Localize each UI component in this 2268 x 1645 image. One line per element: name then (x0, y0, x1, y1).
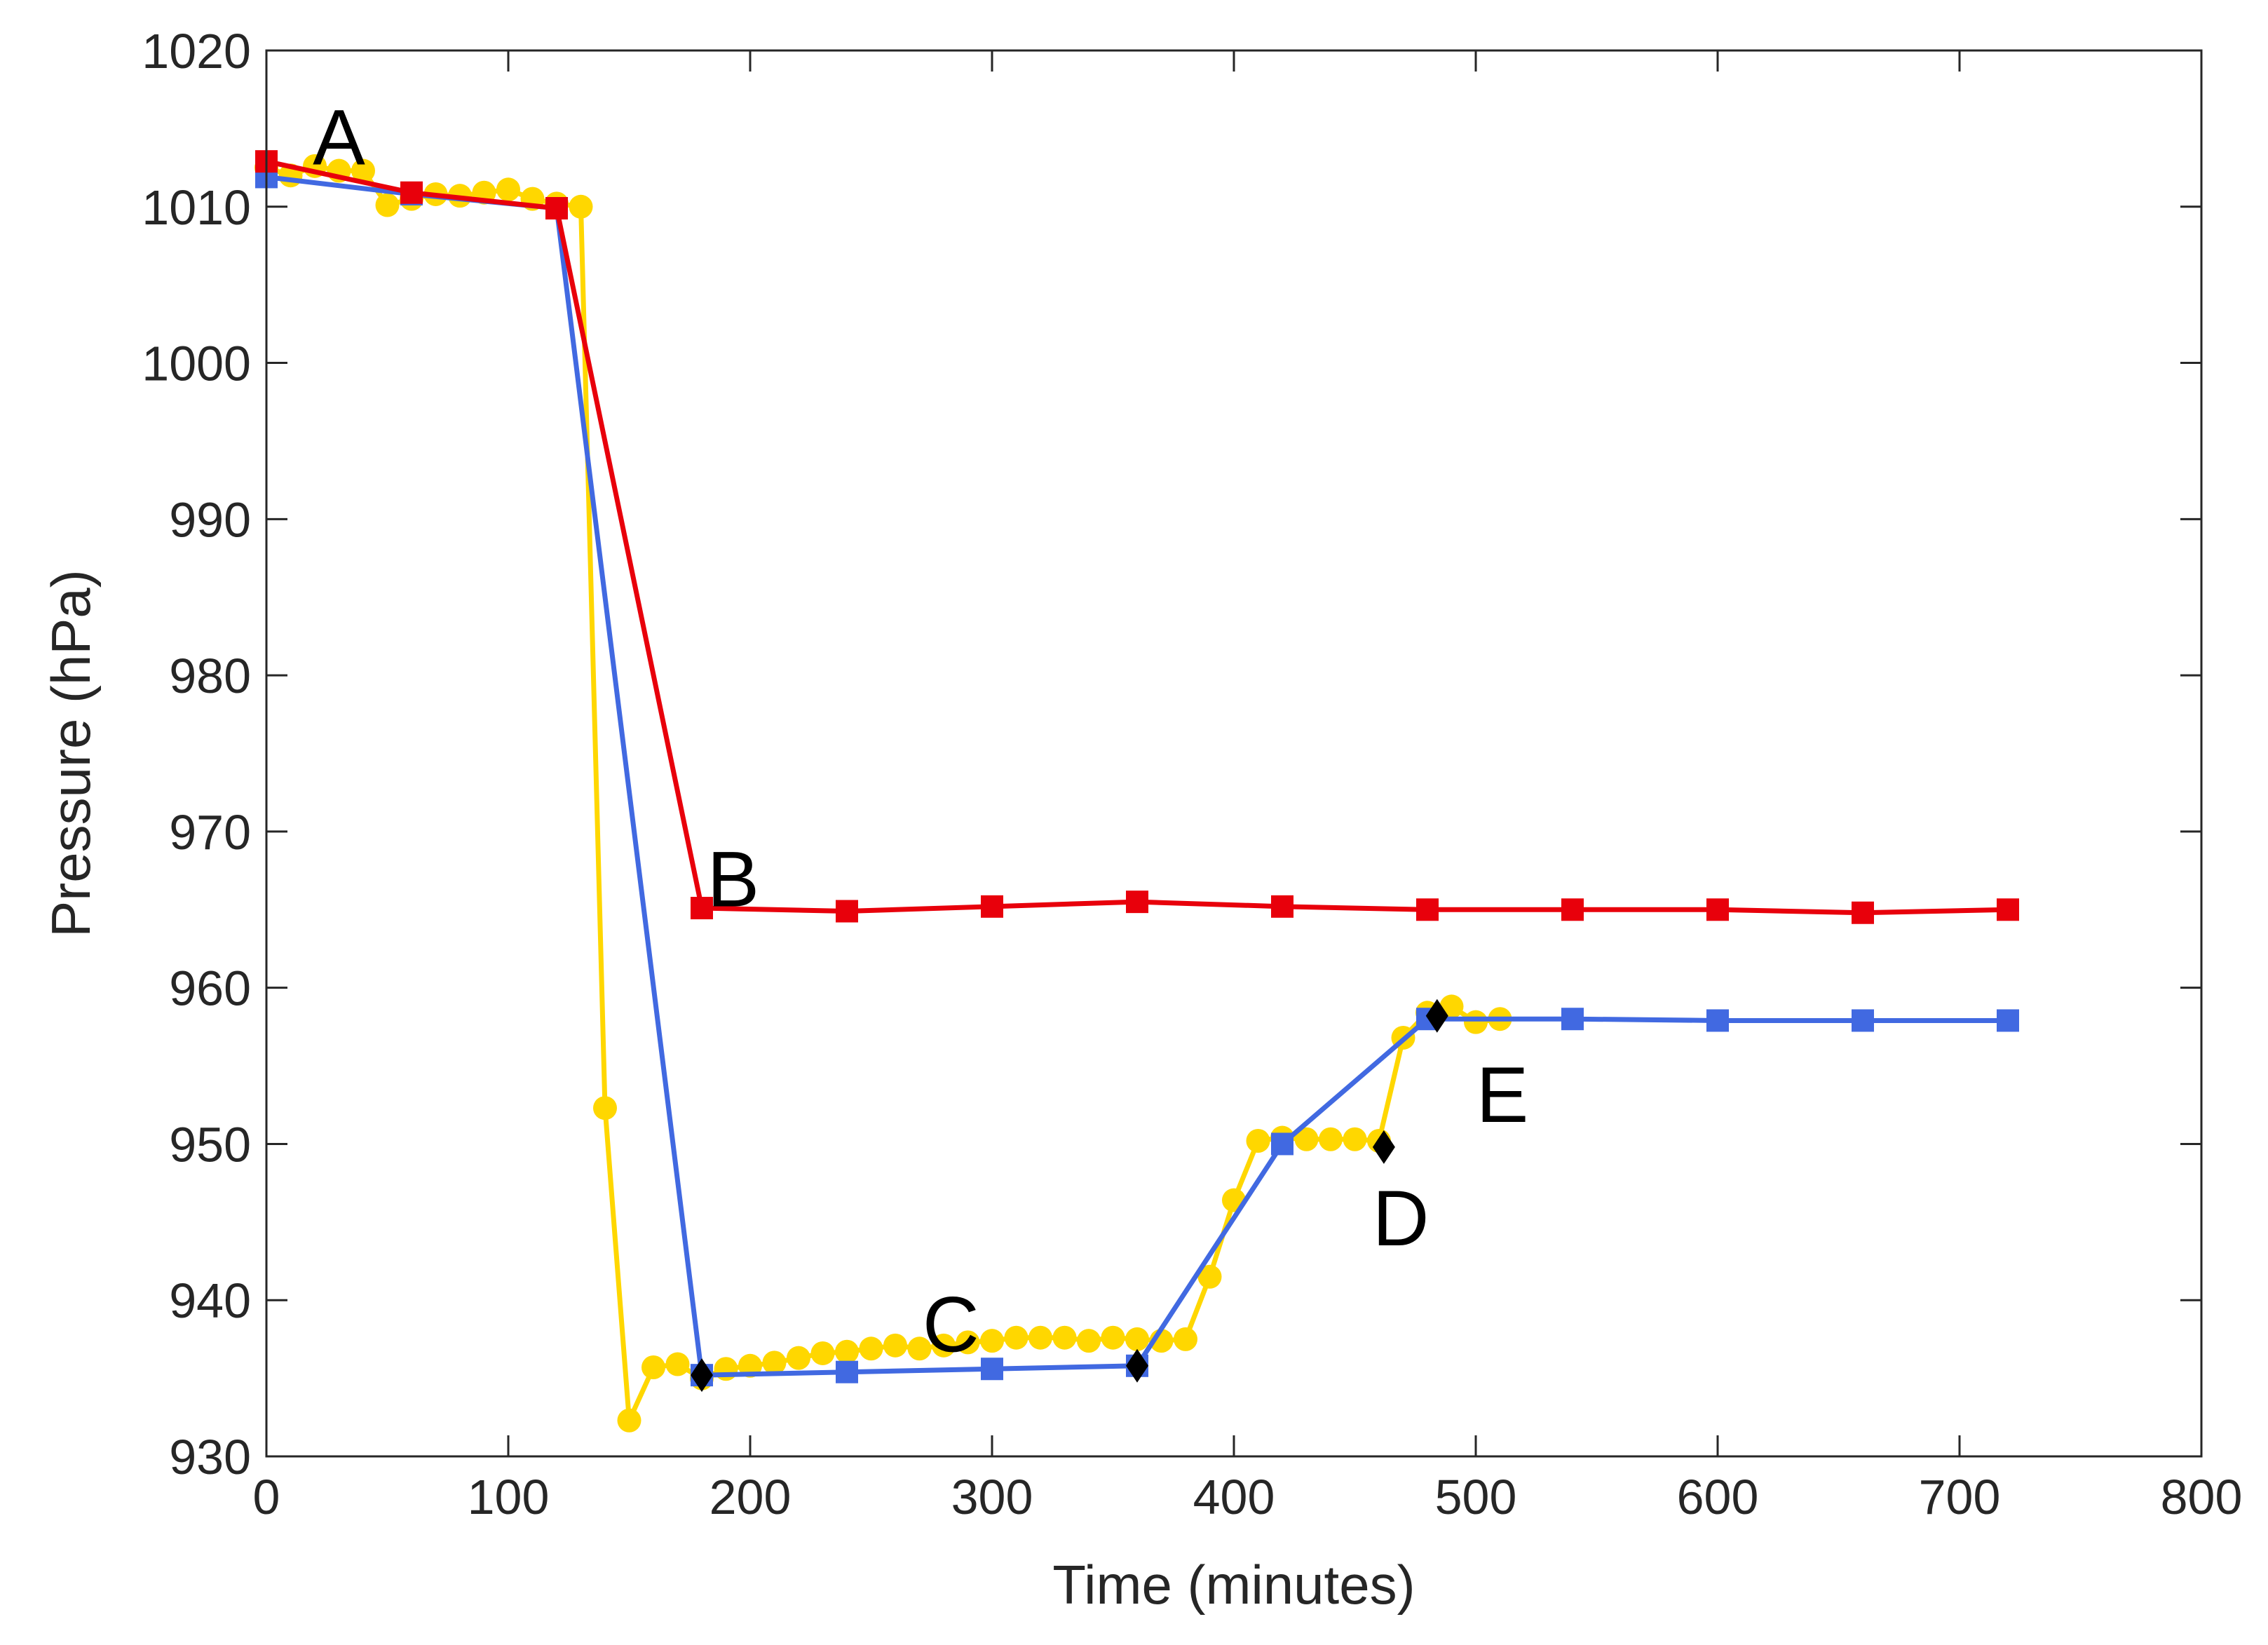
x-tick-label: 0 (253, 1470, 280, 1524)
data-point-yellow-observed (956, 1330, 980, 1355)
annotation-label: B (707, 836, 759, 923)
data-point-yellow-observed (787, 1346, 810, 1370)
data-point-blue-model (1997, 1009, 2019, 1032)
data-point-red-model (1271, 895, 1293, 918)
data-point-yellow-observed (665, 1352, 690, 1376)
data-point-red-model (545, 197, 568, 220)
y-tick-label: 940 (169, 1273, 251, 1328)
plot-frame (265, 49, 2203, 1458)
data-point-yellow-observed (980, 1329, 1004, 1353)
diamond-markers (691, 998, 1448, 1393)
x-tick-label: 700 (1919, 1470, 2001, 1524)
data-point-blue-model (981, 1358, 1003, 1381)
diamond-marker (691, 1358, 713, 1393)
diamond-marker (1126, 1348, 1148, 1383)
series-line-red-model (266, 158, 2009, 916)
y-tick-label: 980 (169, 649, 251, 703)
data-point-yellow-observed (1464, 1010, 1488, 1034)
data-point-red-model (1706, 898, 1729, 921)
x-tick-label: 600 (1677, 1470, 1759, 1524)
annotation-label: C (923, 1281, 979, 1369)
y-tick-label: 1020 (142, 24, 251, 79)
data-point-yellow-observed (1343, 1127, 1367, 1151)
data-point-yellow-observed (593, 1096, 617, 1121)
x-tick-label: 200 (709, 1470, 792, 1524)
data-point-red-model (981, 895, 1003, 918)
data-point-blue-model (1706, 1009, 1729, 1032)
data-point-yellow-observed (859, 1336, 883, 1361)
x-tick-label: 100 (468, 1470, 550, 1524)
data-point-yellow-observed (1319, 1127, 1343, 1151)
series-blue-model (255, 165, 2019, 1387)
data-point-yellow-observed (351, 158, 375, 183)
y-tick-label: 950 (169, 1117, 251, 1172)
y-axis-title: Pressure (hPa) (40, 569, 102, 937)
data-point-yellow-observed (1197, 1264, 1222, 1289)
data-point-blue-model (1852, 1009, 1874, 1032)
data-point-yellow-observed (932, 1333, 956, 1358)
data-point-yellow-observed (496, 177, 520, 202)
data-point-yellow-observed (762, 1350, 787, 1375)
x-axis-title: Time (minutes) (1052, 1554, 1415, 1616)
x-tick-label: 300 (951, 1470, 1033, 1524)
y-tick-label: 930 (169, 1430, 251, 1484)
x-tick-label: 500 (1435, 1470, 1517, 1524)
data-point-yellow-observed (1294, 1127, 1319, 1151)
data-point-yellow-observed (1028, 1325, 1052, 1350)
annotation-label: E (1476, 1051, 1529, 1139)
series-layer (254, 150, 2019, 1433)
x-tick-label: 400 (1193, 1470, 1275, 1524)
annotation-label: A (313, 94, 365, 182)
data-point-yellow-observed (1004, 1325, 1028, 1350)
data-point-red-model (1852, 901, 1874, 924)
data-point-red-model (1561, 898, 1584, 921)
annotation-layer: A B C DE (313, 94, 1528, 1369)
y-tick-label: 960 (169, 961, 251, 1016)
y-tick-label: 1010 (142, 180, 251, 235)
y-tick-label: 990 (169, 492, 251, 547)
data-point-yellow-observed (375, 193, 400, 217)
data-point-yellow-observed (569, 194, 593, 219)
data-point-red-model (400, 181, 423, 204)
data-point-blue-model (1271, 1132, 1293, 1156)
data-point-yellow-observed (1101, 1325, 1125, 1350)
data-point-yellow-observed (1052, 1325, 1077, 1350)
y-tick-label: 970 (169, 805, 251, 860)
annotation-label: D (1373, 1174, 1430, 1262)
data-point-yellow-observed (835, 1339, 859, 1364)
data-point-red-model (1416, 898, 1439, 921)
diamond-marker (1425, 998, 1448, 1033)
data-point-red-model (691, 897, 713, 920)
data-point-yellow-observed (810, 1341, 835, 1365)
diamond-marker (1372, 1130, 1395, 1164)
data-point-blue-model (836, 1360, 858, 1383)
y-tick-label: 1000 (142, 337, 251, 391)
data-point-blue-model (1561, 1008, 1584, 1031)
series-line-yellow-observed (265, 163, 1500, 1423)
data-point-yellow-observed (1125, 1327, 1149, 1351)
data-point-yellow-observed (883, 1333, 907, 1358)
data-point-red-model (836, 900, 858, 923)
x-tick-label: 800 (2161, 1470, 2243, 1524)
data-point-red-model (1126, 891, 1148, 914)
ticks-layer: 0 100 200 300 400 500 600 700 800 930 940 950 960 970… (142, 24, 2242, 1524)
data-point-yellow-observed (1246, 1128, 1270, 1153)
data-point-yellow-observed (1174, 1327, 1197, 1351)
series-line-blue-model (266, 174, 2008, 1378)
data-point-yellow-observed (907, 1336, 932, 1361)
series-yellow-observed (254, 154, 1512, 1433)
data-point-red-model (1997, 898, 2019, 921)
series-red-model (255, 150, 2019, 924)
data-point-yellow-observed (641, 1355, 665, 1380)
data-point-yellow-observed (617, 1408, 641, 1433)
data-point-yellow-observed (1077, 1329, 1101, 1353)
